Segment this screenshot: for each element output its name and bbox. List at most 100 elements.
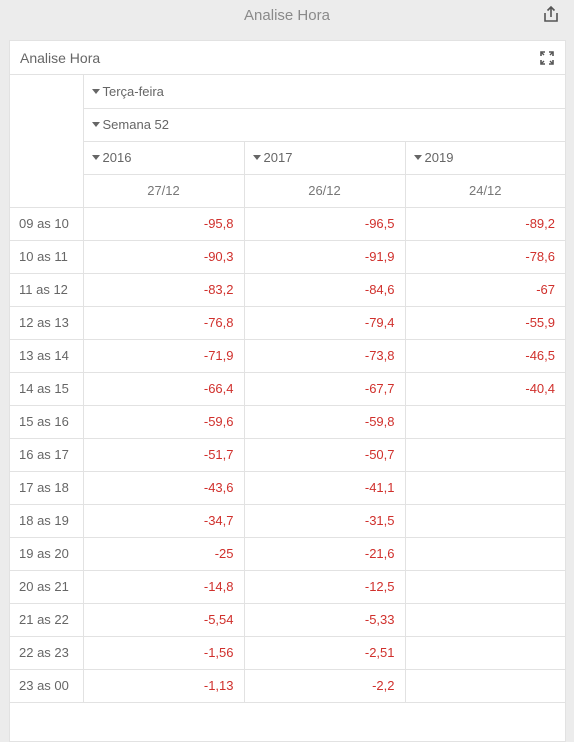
value-cell: -12,5 xyxy=(243,569,406,604)
row-label: 15 as 16 xyxy=(10,404,84,439)
table-row: 09 as 10 -95,8 -96,5 -89,2 xyxy=(10,206,565,241)
pivot-card: Analise Hora Terça-feira Semana 52 xyxy=(9,40,566,742)
value-cell: -31,5 xyxy=(243,503,406,538)
caret-down-icon[interactable] xyxy=(91,155,100,161)
value-cell xyxy=(404,635,565,670)
value-cell: -59,6 xyxy=(82,404,245,439)
row-label: 11 as 12 xyxy=(10,272,84,307)
table-row: 15 as 16 -59,6 -59,8 xyxy=(10,404,565,439)
value-cell: -91,9 xyxy=(243,239,406,274)
value-cell: -43,6 xyxy=(82,470,245,505)
value-cell: -41,1 xyxy=(243,470,406,505)
app-header: Analise Hora xyxy=(0,0,574,30)
table-row: 13 as 14 -71,9 -73,8 -46,5 xyxy=(10,338,565,373)
table-row: 14 as 15 -66,4 -67,7 -40,4 xyxy=(10,371,565,406)
card-title: Analise Hora xyxy=(20,49,101,66)
day-header[interactable]: Terça-feira xyxy=(82,75,565,109)
table-row: 11 as 12 -83,2 -84,6 -67 xyxy=(10,272,565,307)
date-header: 26/12 xyxy=(243,173,406,208)
card-header: Analise Hora xyxy=(10,41,565,75)
row-label: 17 as 18 xyxy=(10,470,84,505)
table-row: 16 as 17 -51,7 -50,7 xyxy=(10,437,565,472)
row-label: 14 as 15 xyxy=(10,371,84,406)
value-cell: -59,8 xyxy=(243,404,406,439)
pivot-corner xyxy=(10,75,84,208)
value-cell: -66,4 xyxy=(82,371,245,406)
pivot-table: Terça-feira Semana 52 2016 2017 2019 xyxy=(10,75,565,703)
header-row-week: Semana 52 xyxy=(10,108,565,142)
value-cell: -71,9 xyxy=(82,338,245,373)
date-header: 27/12 xyxy=(83,173,245,208)
value-cell: -78,6 xyxy=(404,239,565,274)
table-row: 21 as 22 -5,54 -5,33 xyxy=(10,602,565,637)
caret-down-icon[interactable] xyxy=(91,122,100,128)
caret-down-icon[interactable] xyxy=(413,155,422,161)
value-cell: -25 xyxy=(82,536,245,571)
value-cell: -67,7 xyxy=(243,371,406,406)
table-row: 20 as 21 -14,8 -12,5 xyxy=(10,569,565,604)
value-cell xyxy=(404,536,565,571)
value-cell xyxy=(404,470,565,505)
row-label: 21 as 22 xyxy=(10,602,84,637)
table-row: 22 as 23 -1,56 -2,51 xyxy=(10,635,565,670)
value-cell: -1,56 xyxy=(82,635,245,670)
row-label: 18 as 19 xyxy=(10,503,84,538)
value-cell: -50,7 xyxy=(243,437,406,472)
week-header-label: Semana 52 xyxy=(102,117,170,132)
row-label: 12 as 13 xyxy=(10,305,84,340)
year-header-2019[interactable]: 2019 xyxy=(404,141,565,175)
row-label: 16 as 17 xyxy=(10,437,84,472)
header-row-year: 2016 2017 2019 xyxy=(10,141,565,175)
value-cell: -90,3 xyxy=(82,239,245,274)
year-label: 2019 xyxy=(424,150,454,165)
year-label: 2016 xyxy=(102,150,132,165)
share-icon[interactable] xyxy=(542,5,560,23)
value-cell: -67 xyxy=(404,272,565,307)
year-header-2017[interactable]: 2017 xyxy=(243,141,406,175)
row-label: 22 as 23 xyxy=(10,635,84,670)
value-cell: -1,13 xyxy=(82,668,245,703)
row-label: 23 as 00 xyxy=(10,668,84,703)
value-cell xyxy=(404,437,565,472)
value-cell: -79,4 xyxy=(243,305,406,340)
value-cell: -76,8 xyxy=(82,305,245,340)
value-cell: -2,2 xyxy=(243,668,406,703)
header-row-date: 27/12 26/12 24/12 xyxy=(10,173,565,208)
value-cell: -34,7 xyxy=(82,503,245,538)
value-cell xyxy=(404,602,565,637)
row-label: 09 as 10 xyxy=(10,206,84,241)
year-header-2016[interactable]: 2016 xyxy=(83,141,245,175)
value-cell: -96,5 xyxy=(243,206,406,241)
value-cell: -51,7 xyxy=(82,437,245,472)
value-cell: -5,54 xyxy=(82,602,245,637)
caret-down-icon[interactable] xyxy=(252,155,261,161)
value-cell: -83,2 xyxy=(82,272,245,307)
value-cell: -84,6 xyxy=(243,272,406,307)
expand-icon[interactable] xyxy=(539,50,555,66)
value-cell: -46,5 xyxy=(404,338,565,373)
value-cell: -89,2 xyxy=(404,206,565,241)
value-cell: -2,51 xyxy=(243,635,406,670)
header-row-day: Terça-feira xyxy=(10,75,565,208)
app-title: Analise Hora xyxy=(244,6,330,24)
year-label: 2017 xyxy=(263,150,293,165)
row-label: 10 as 11 xyxy=(10,239,84,274)
week-header[interactable]: Semana 52 xyxy=(83,108,565,142)
value-cell xyxy=(404,569,565,604)
value-cell: -95,8 xyxy=(82,206,245,241)
caret-down-icon[interactable] xyxy=(91,88,100,94)
row-label: 13 as 14 xyxy=(10,338,84,373)
day-header-label: Terça-feira xyxy=(102,83,164,99)
value-cell: -40,4 xyxy=(404,371,565,406)
value-cell xyxy=(404,668,565,703)
value-cell: -73,8 xyxy=(243,338,406,373)
table-row: 19 as 20 -25 -21,6 xyxy=(10,536,565,571)
date-header: 24/12 xyxy=(404,173,565,208)
table-row: 23 as 00 -1,13 -2,2 xyxy=(10,668,565,703)
table-row: 18 as 19 -34,7 -31,5 xyxy=(10,503,565,538)
table-row: 10 as 11 -90,3 -91,9 -78,6 xyxy=(10,239,565,274)
value-cell: -21,6 xyxy=(243,536,406,571)
row-label: 19 as 20 xyxy=(10,536,84,571)
value-cell: -55,9 xyxy=(404,305,565,340)
row-label: 20 as 21 xyxy=(10,569,84,604)
